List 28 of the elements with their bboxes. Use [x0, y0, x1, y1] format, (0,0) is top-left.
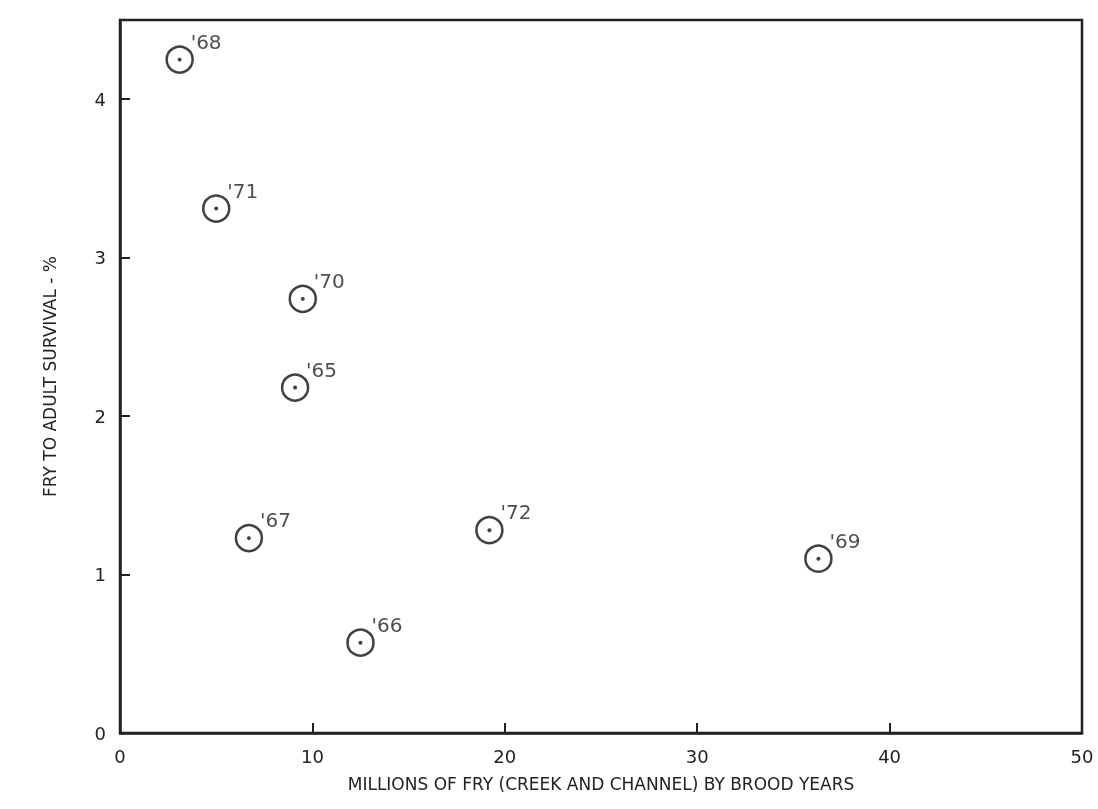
point: [234, 523, 264, 553]
y-tick-label: 0: [94, 722, 106, 744]
x-tick-label: 40: [878, 745, 902, 767]
annotation: '65: [306, 357, 338, 382]
x-tick-label: 50: [1070, 745, 1094, 767]
point: [346, 628, 375, 657]
annotation: '67: [259, 508, 291, 533]
y-tick-label: 1: [94, 564, 106, 586]
x-tick-label: 10: [300, 745, 324, 767]
point: [475, 515, 504, 545]
point: [201, 194, 231, 223]
x-tick-label: 30: [685, 745, 709, 767]
point: [804, 544, 833, 573]
y-axis-title: FRY TO ADULT SURVIVAL - %: [39, 255, 60, 498]
annotation: '66: [371, 612, 403, 637]
annotation: '71: [227, 178, 259, 203]
point: [165, 45, 194, 74]
annotation: '72: [500, 500, 532, 525]
annotation: '68: [190, 29, 222, 54]
y-tick-label: 3: [94, 247, 106, 269]
x-axis-title: MILLIONS OF FRY (CREEK AND CHANNEL) BY BROOD YEARS: [347, 773, 855, 794]
x-tick-label: 20: [493, 745, 517, 767]
y-tick-label: 4: [94, 88, 106, 110]
annotation: '69: [829, 528, 861, 553]
point: [280, 373, 310, 402]
annotation: '70: [313, 268, 345, 293]
y-tick-label: 2: [94, 405, 106, 427]
x-tick-label: 0: [114, 745, 126, 767]
